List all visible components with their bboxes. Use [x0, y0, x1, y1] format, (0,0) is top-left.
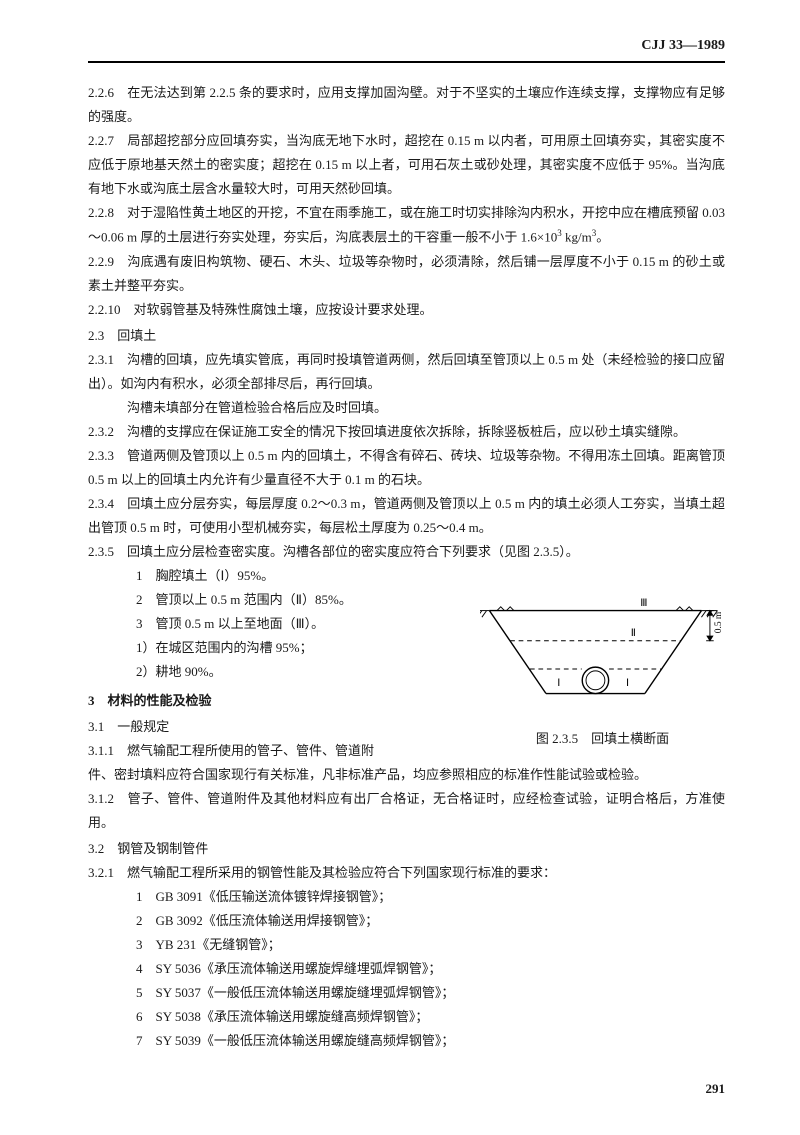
std-2: 2 GB 3092《低压流体输送用焊接钢管》；: [88, 909, 725, 933]
standard-header: CJJ 33—1989: [88, 38, 725, 57]
para-2-2-8-text-b: kg/m: [565, 230, 592, 245]
std-6: 6 SY 5038《承压流体输送用螺旋缝高频焊钢管》；: [88, 1005, 725, 1029]
item-4: 1）在城区范围内的沟槽 95%；: [88, 636, 458, 660]
heading-3: 3 材料的性能及检验: [88, 689, 458, 713]
std-4: 4 SY 5036《承压流体输送用螺旋焊缝埋弧焊钢管》；: [88, 957, 725, 981]
label-I-right: Ⅰ: [626, 678, 629, 689]
para-2-3-1b: 沟槽未填部分在管道检验合格后应及时回填。: [88, 396, 725, 420]
sup-3b: 3: [592, 228, 597, 238]
para-2-2-6: 2.2.6 在无法达到第 2.2.5 条的要求时，应用支撑加固沟壁。对于不坚实的…: [88, 81, 725, 129]
para-3-1-1-a: 3.1.1 燃气输配工程所使用的管子、管件、管道附: [88, 739, 458, 763]
para-2-2-8: 2.2.8 对于湿陷性黄土地区的开挖，不宜在雨季施工，或在施工时切实排除沟内积水…: [88, 201, 725, 249]
para-2-3-3: 2.3.3 管道两侧及管顶以上 0.5 m 内的回填土，不得含有碎石、砖块、垃圾…: [88, 444, 725, 492]
para-2-3-5: 2.3.5 回填土应分层检查密实度。沟槽各部位的密实度应符合下列要求（见图 2.…: [88, 540, 725, 564]
figure-svg: Ⅲ Ⅱ Ⅰ Ⅰ 0.5 m: [480, 588, 725, 718]
sup-3: 3: [557, 228, 562, 238]
std-7: 7 SY 5039《一般低压流体输送用螺旋缝高频焊钢管》；: [88, 1029, 725, 1053]
std-5: 5 SY 5037《一般低压流体输送用螺旋缝埋弧焊钢管》；: [88, 981, 725, 1005]
page-number: 291: [706, 1081, 726, 1097]
std-1: 1 GB 3091《低压输送流体镀锌焊接钢管》；: [88, 885, 725, 909]
dim-label: 0.5 m: [714, 611, 724, 633]
heading-3-1: 3.1 一般规定: [88, 715, 458, 739]
para-2-3-2: 2.3.2 沟槽的支撑应在保证施工安全的情况下按回填进度依次拆除，拆除竖板桩后，…: [88, 420, 725, 444]
heading-2-3: 2.3 回填土: [88, 324, 725, 348]
para-2-2-7: 2.2.7 局部超挖部分应回填夯实，当沟底无地下水时，超挖在 0.15 m 以内…: [88, 129, 725, 201]
para-2-3-1: 2.3.1 沟槽的回填，应先填实管底，再同时投填管道两侧，然后回填至管顶以上 0…: [88, 348, 725, 396]
item-3: 3 管顶 0.5 m 以上至地面（Ⅲ）。: [88, 612, 458, 636]
content: 2.2.6 在无法达到第 2.2.5 条的要求时，应用支撑加固沟壁。对于不坚实的…: [88, 81, 725, 1053]
para-2-3-4: 2.3.4 回填土应分层夯实，每层厚度 0.2～0.3 m，管道两侧及管顶以上 …: [88, 492, 725, 540]
item-5: 2）耕地 90%。: [88, 660, 458, 684]
figure-2-3-5: Ⅲ Ⅱ Ⅰ Ⅰ 0.5 m 图 2.3.5 回填土横断面: [480, 588, 725, 747]
standard-code: CJJ 33—1989: [641, 38, 725, 53]
label-I-left: Ⅰ: [557, 678, 560, 689]
figure-caption: 图 2.3.5 回填土横断面: [480, 728, 725, 747]
para-3-2-1: 3.2.1 燃气输配工程所采用的钢管性能及其检验应符合下列国家现行标准的要求：: [88, 861, 725, 885]
item-1: 1 胸腔填土（Ⅰ）95%。: [88, 564, 458, 588]
para-3-1-2: 3.1.2 管子、管件、管道附件及其他材料应有出厂合格证，无合格证时，应经检查试…: [88, 787, 725, 835]
label-II: Ⅱ: [631, 628, 636, 639]
list-block: 1 胸腔填土（Ⅰ）95%。 2 管顶以上 0.5 m 范围内（Ⅱ）85%。 3 …: [88, 564, 458, 762]
item-2: 2 管顶以上 0.5 m 范围内（Ⅱ）85%。: [88, 588, 458, 612]
para-2-2-9: 2.2.9 沟底遇有废旧构筑物、硬石、木头、垃圾等杂物时，必须清除，然后铺一层厚…: [88, 250, 725, 298]
std-3: 3 YB 231《无缝钢管》；: [88, 933, 725, 957]
para-2-2-10: 2.2.10 对软弱管基及特殊性腐蚀土壤，应按设计要求处理。: [88, 298, 725, 322]
header-rule: [88, 61, 725, 63]
para-2-2-8-text-a: 2.2.8 对于湿陷性黄土地区的开挖，不宜在雨季施工，或在施工时切实排除沟内积水…: [88, 205, 725, 244]
heading-3-2: 3.2 钢管及钢制管件: [88, 837, 725, 861]
para-3-1-1-b: 件、密封填料应符合国家现行有关标准，凡非标准产品，均应参照相应的标准作性能试验或…: [88, 763, 725, 787]
label-III: Ⅲ: [640, 598, 647, 609]
